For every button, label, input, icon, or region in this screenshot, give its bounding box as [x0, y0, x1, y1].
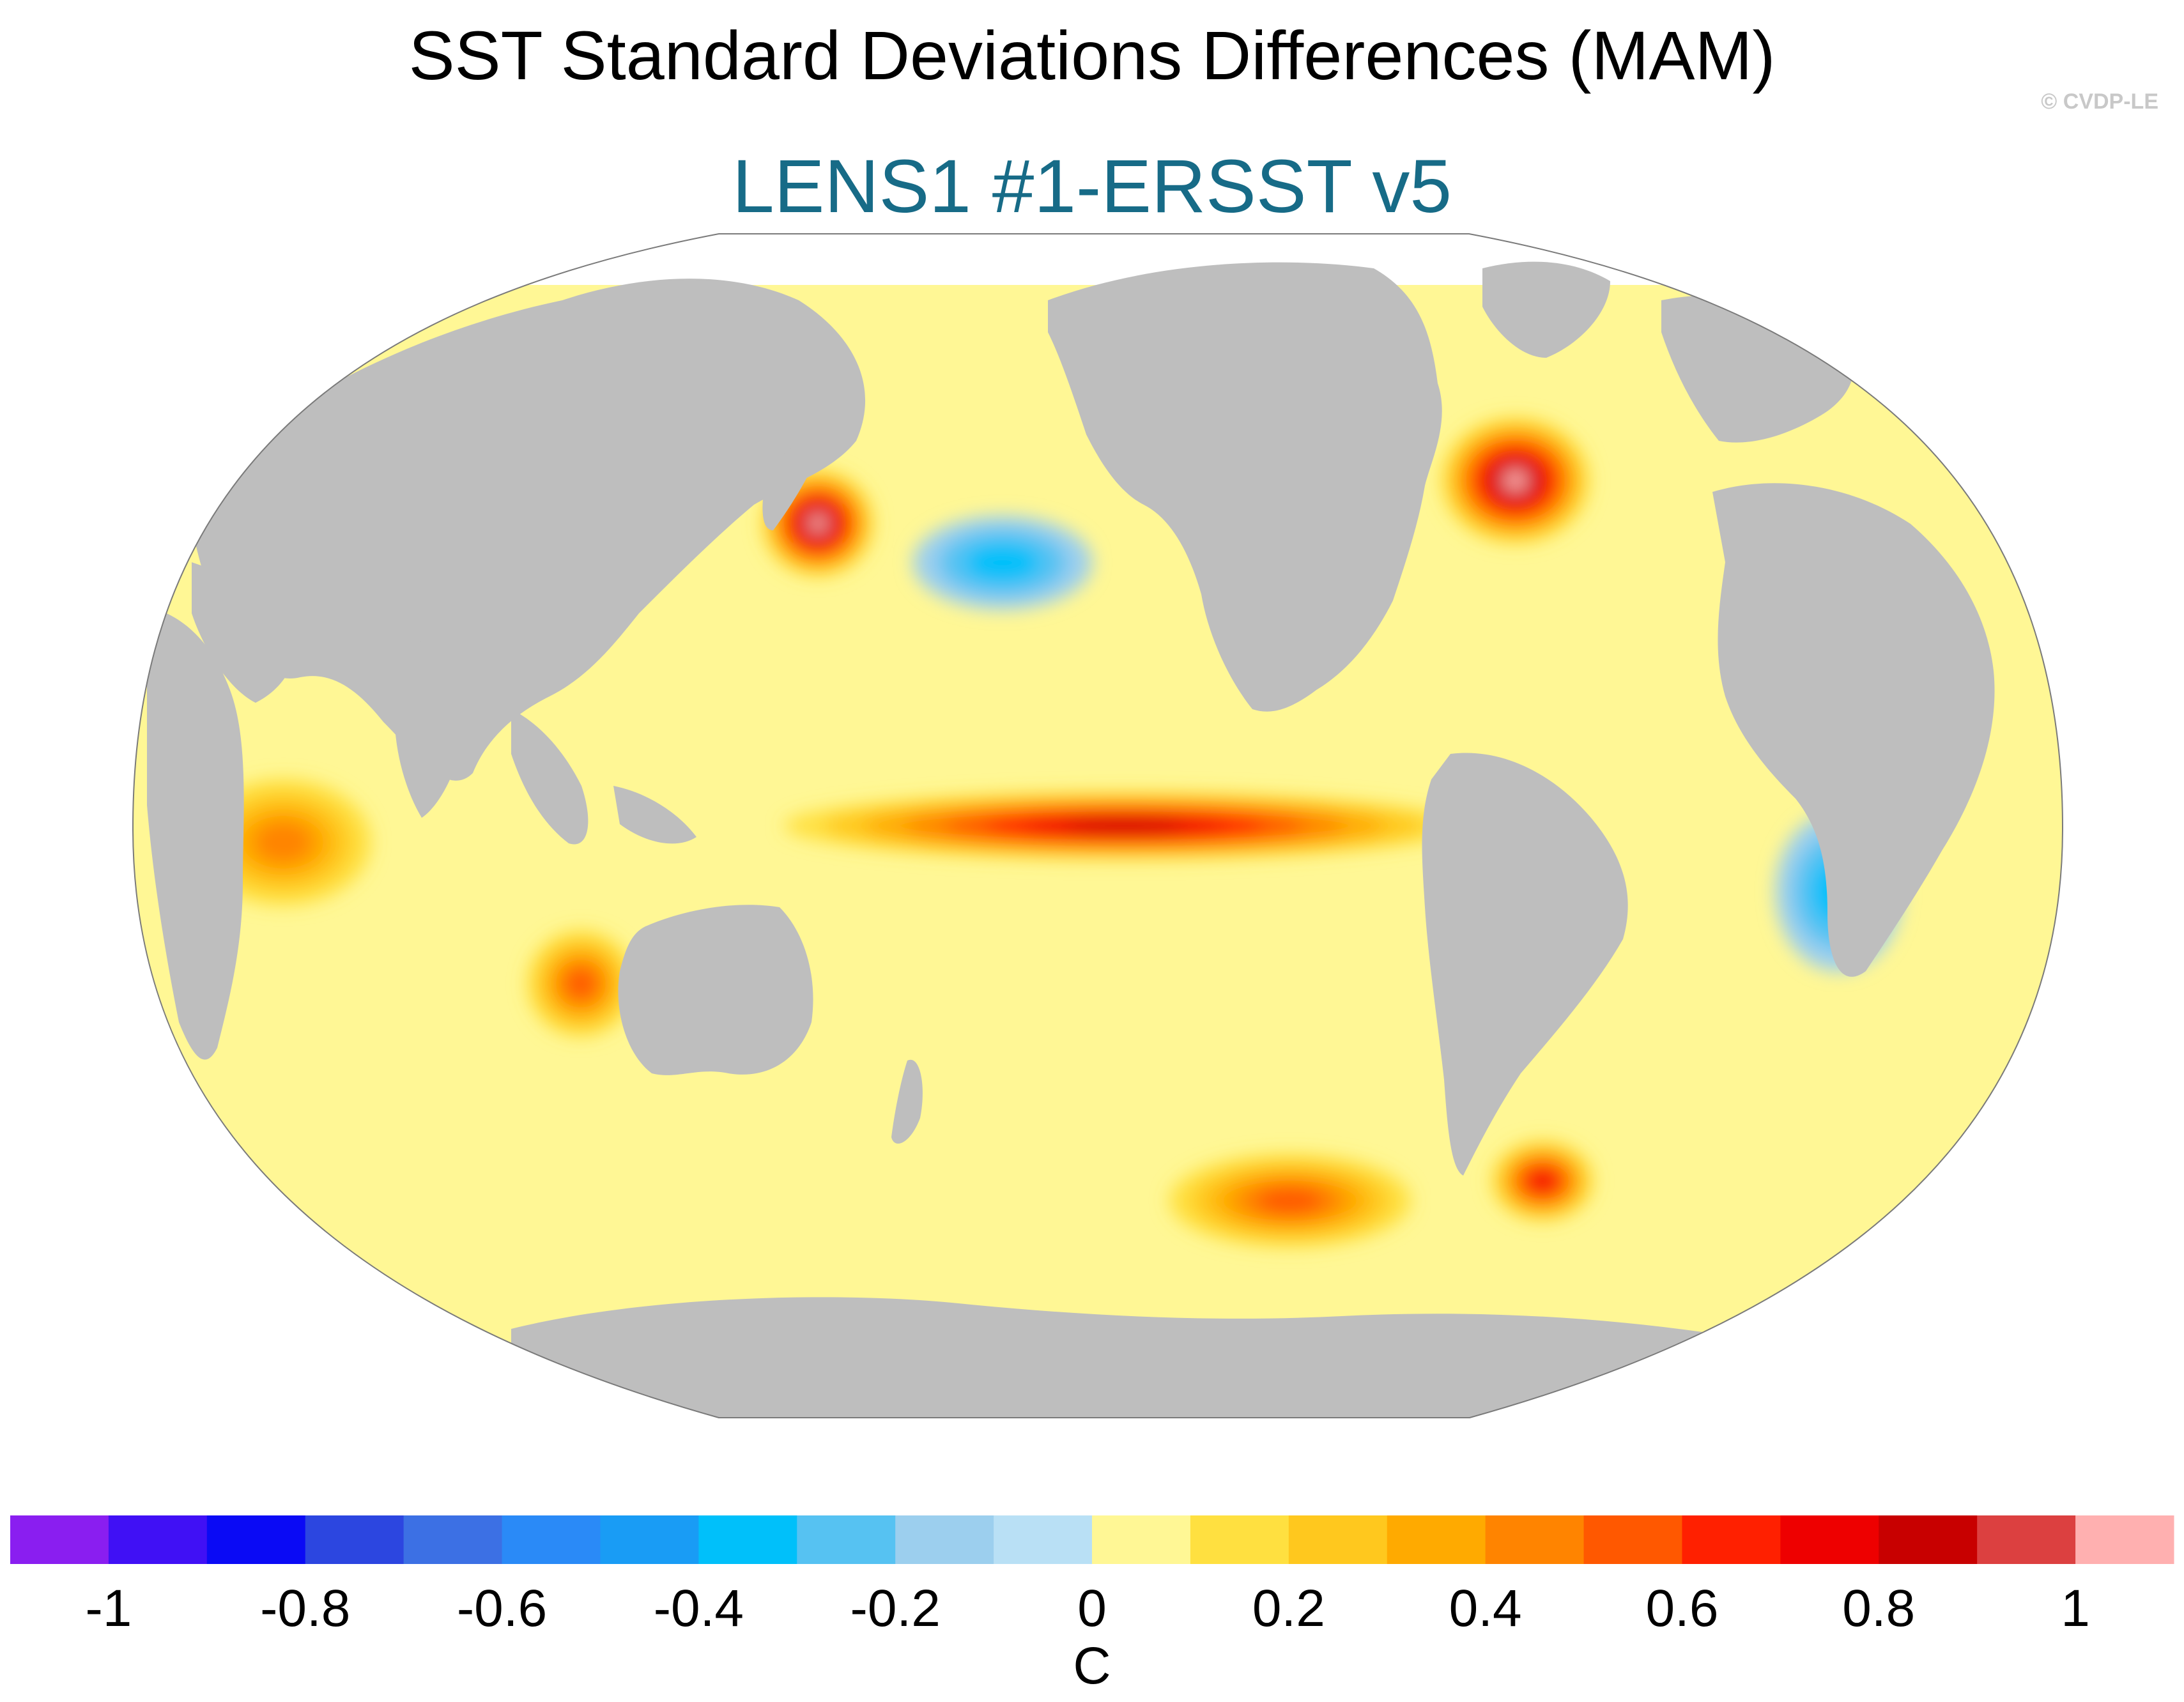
anomaly-region [1257, 1188, 1323, 1214]
colorbar-swatch [1879, 1515, 1978, 1564]
anomaly-region [0, 897, 70, 985]
colorbar [10, 1515, 2174, 1564]
colorbar-swatch [502, 1515, 601, 1564]
colorbar-swatch [1092, 1515, 1191, 1564]
colorbar-tick-label: -0.2 [850, 1579, 941, 1637]
anomaly-region [964, 542, 1042, 583]
colorbar-tick-label: 0 [1077, 1579, 1107, 1637]
colorbar-tick-label: -0.6 [456, 1579, 548, 1637]
land-eurasia [192, 279, 866, 781]
colorbar-tick-label: 0.2 [1252, 1579, 1325, 1637]
colorbar-swatch [1485, 1515, 1585, 1564]
colorbar-swatch [797, 1515, 896, 1564]
anomaly-region [0, 880, 84, 1002]
anomaly-region [254, 821, 313, 864]
colorbar-swatch [206, 1515, 306, 1564]
land-africa-east [1712, 483, 1995, 977]
page-title: SST Standard Deviations Differences (MAM… [408, 17, 1776, 94]
colorbar-tick-label: 0.6 [1645, 1579, 1719, 1637]
colorbar-swatch [1780, 1515, 1879, 1564]
colorbar-swatch [10, 1515, 109, 1564]
colorbar-swatch [1583, 1515, 1682, 1564]
colorbar-swatch [108, 1515, 208, 1564]
land-layer [147, 261, 1995, 1418]
anomaly-region [1505, 471, 1526, 490]
anomaly-region [0, 862, 98, 1020]
colorbar-swatch [698, 1515, 797, 1564]
map-subtitle: LENS1 #1-ERSST v5 [732, 144, 1452, 229]
anomaly-region [810, 515, 826, 531]
map-outline [132, 233, 2064, 1418]
colorbar-swatch [403, 1515, 503, 1564]
land-africa [147, 607, 244, 1060]
colorbar-swatch [2075, 1515, 2174, 1564]
land-north-america [1048, 262, 1442, 712]
colorbar-swatch [1288, 1515, 1388, 1564]
land-se-asia [511, 709, 696, 845]
colorbar-swatch [994, 1515, 1093, 1564]
anomaly-region [12, 915, 55, 967]
land-greenland [1482, 261, 1610, 358]
colorbar-swatch [600, 1515, 699, 1564]
land-australia [618, 905, 813, 1075]
colorbar-tick-label: -1 [85, 1579, 132, 1637]
colorbar-swatch [305, 1515, 404, 1564]
colorbar-swatch [1682, 1515, 1781, 1564]
colorbar-units: C [1073, 1637, 1111, 1695]
colorbar-swatch [1977, 1515, 2076, 1564]
anomaly-region [1532, 1172, 1553, 1190]
land-arabia-india [192, 562, 468, 818]
map-area [0, 234, 2063, 1418]
colorbar-swatch [1387, 1515, 1486, 1564]
colorbar-tick-label: 1 [2061, 1579, 2090, 1637]
land-japan [762, 439, 824, 530]
colorbar-swatch [895, 1515, 994, 1564]
land-new-zealand [891, 1059, 923, 1144]
colorbar-swatch [1190, 1515, 1289, 1564]
copyright-label: © CVDP-LE [2041, 89, 2158, 114]
colorbar-tick-label: -0.8 [260, 1579, 351, 1637]
anomaly-region [1064, 820, 1185, 832]
colorbar-tick-label: 0.8 [1842, 1579, 1916, 1637]
colorbar-tick-label: -0.4 [653, 1579, 744, 1637]
land-antarctica [511, 1297, 1725, 1418]
anomaly-region [565, 969, 596, 999]
colorbar-tick-label: 0.4 [1449, 1579, 1522, 1637]
land-south-america [1422, 753, 1628, 1176]
anomaly-region [0, 845, 112, 1037]
